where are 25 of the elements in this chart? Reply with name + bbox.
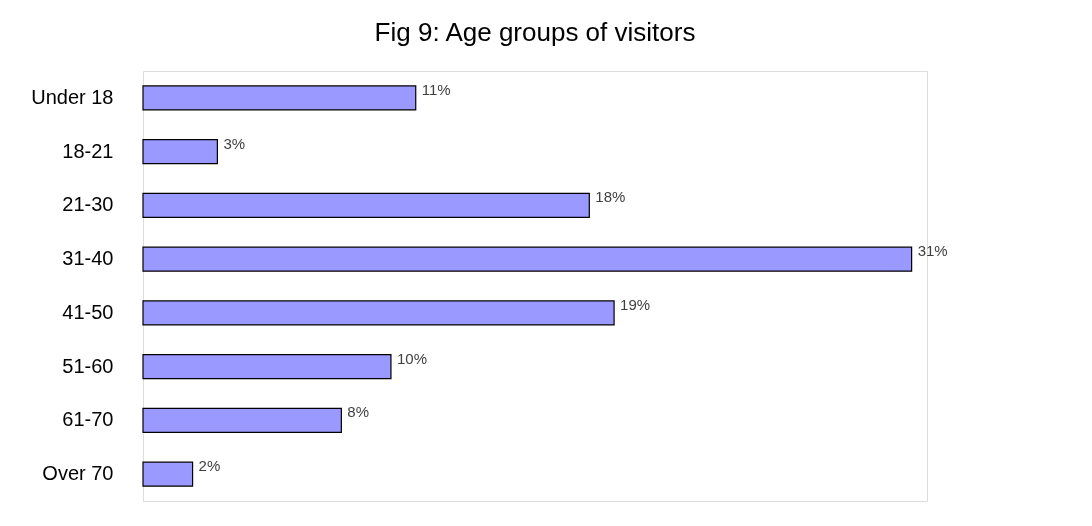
data-label: 8% [347, 403, 370, 421]
y-tick-label: 31-40 [62, 247, 114, 270]
chart-title: Fig 9: Age groups of visitors [374, 17, 696, 47]
bar [142, 354, 392, 380]
bar [142, 192, 590, 218]
bar [142, 139, 218, 165]
data-label: 3% [223, 134, 246, 152]
y-tick-label: Over 70 [42, 462, 114, 485]
bar [142, 246, 913, 272]
y-tick-label: 41-50 [62, 300, 114, 323]
data-label: 31% [917, 242, 948, 260]
data-label: 10% [396, 349, 427, 367]
data-label: 2% [198, 457, 221, 475]
y-tick-label: Under 18 [31, 85, 114, 108]
y-tick-label: 51-60 [62, 354, 114, 377]
data-label: 11% [421, 80, 451, 98]
bar [142, 461, 194, 487]
y-tick-label: 21-30 [62, 193, 114, 216]
data-label: 18% [595, 188, 626, 206]
bar [142, 407, 342, 433]
y-tick-label: 61-70 [62, 408, 114, 431]
bar [142, 85, 417, 111]
bar [142, 300, 615, 326]
data-label: 19% [620, 295, 651, 313]
y-tick-label: 18-21 [62, 139, 114, 162]
